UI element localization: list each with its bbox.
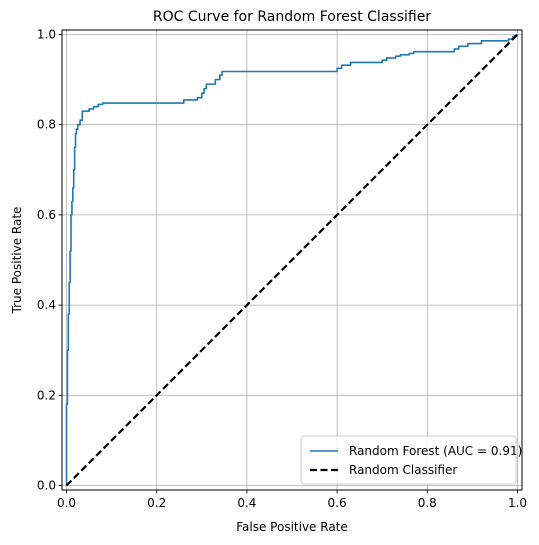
y-tick-label: 1.0 [37,28,56,42]
plot-area: 0.0 0.2 0.4 0.6 0.8 1.0 0.0 0.2 0.4 0.6 0.8 1.0 [37,28,527,510]
roc-line-random-classifier [65,33,519,487]
legend-box [300,435,517,485]
x-tick-label: 0.4 [237,496,256,510]
roc-curve-random-forest [65,33,518,486]
y-tick-label: 0.6 [37,208,56,222]
legend-label-random-forest: Random Forest (AUC = 0.91) [349,444,522,458]
y-axis: 0.0 0.2 0.4 0.6 0.8 1.0 [37,28,62,492]
x-tick-label: 1.0 [508,496,527,510]
y-axis-label: True Positive Rate [10,207,24,315]
legend: Random Forest (AUC = 0.91) Random Classi… [300,435,522,485]
series-layer [65,33,519,487]
grid [62,30,522,490]
x-tick-label: 0.0 [57,496,76,510]
x-axis-label: False Positive Rate [236,520,348,534]
x-axis: 0.0 0.2 0.4 0.6 0.8 1.0 [57,490,527,510]
y-tick-label: 0.4 [37,298,56,312]
x-tick-label: 0.6 [328,496,347,510]
y-tick-label: 0.2 [37,388,56,402]
x-tick-label: 0.2 [147,496,166,510]
x-tick-label: 0.8 [418,496,437,510]
legend-label-random-classifier: Random Classifier [349,463,457,477]
chart-title: ROC Curve for Random Forest Classifier [153,9,431,25]
y-tick-label: 0.8 [37,118,56,132]
plot-frame [61,29,523,491]
y-tick-label: 0.0 [37,478,56,492]
